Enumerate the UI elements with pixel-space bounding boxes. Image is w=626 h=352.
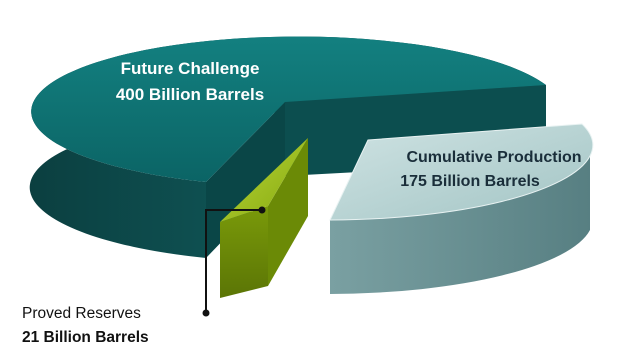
slice-proved-reserves-top [220,138,308,222]
proved-reserves-leader-dot [258,206,266,214]
slice-future-challenge [29,36,547,258]
slice-cumulative-production-side [330,156,590,294]
cumulative-production-value: 175 Billion Barrels [400,173,540,190]
cumulative-production-label: Cumulative Production [406,149,581,166]
slice-proved-reserves [220,138,308,298]
future-challenge-label: Future Challenge [121,59,260,78]
slice-proved-reserves-front [220,206,268,298]
proved-reserves-label-dot [202,309,210,317]
slice-cumulative-production-top [329,123,594,221]
future-challenge-value: 400 Billion Barrels [116,85,264,104]
slice-future-challenge-top [31,36,547,182]
proved-reserves-label: Proved Reserves [22,305,141,322]
slice-proved-reserves-right-face [268,138,308,286]
slice-cumulative-production [329,123,594,294]
proved-reserves-leader-line [205,209,262,313]
proved-reserves-value: 21 Billion Barrels [22,329,149,346]
